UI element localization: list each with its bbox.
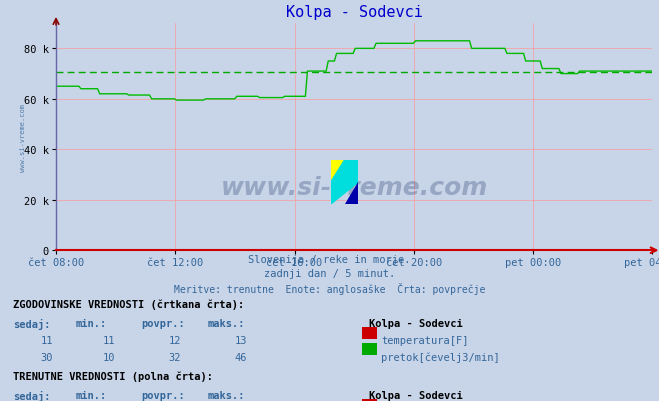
Text: 46: 46 <box>235 352 247 362</box>
Text: povpr.:: povpr.: <box>142 390 185 400</box>
Text: ZGODOVINSKE VREDNOSTI (črtkana črta):: ZGODOVINSKE VREDNOSTI (črtkana črta): <box>13 299 244 309</box>
Text: pretok[čevelj3/min]: pretok[čevelj3/min] <box>381 352 500 362</box>
Text: Slovenija / reke in morje.: Slovenija / reke in morje. <box>248 255 411 265</box>
Text: Kolpa - Sodevci: Kolpa - Sodevci <box>369 390 463 400</box>
Text: TRENUTNE VREDNOSTI (polna črta):: TRENUTNE VREDNOSTI (polna črta): <box>13 371 213 381</box>
Text: Meritve: trenutne  Enote: anglosaške  Črta: povprečje: Meritve: trenutne Enote: anglosaške Črta… <box>174 283 485 295</box>
Text: zadnji dan / 5 minut.: zadnji dan / 5 minut. <box>264 269 395 279</box>
Polygon shape <box>331 160 345 182</box>
Text: temperatura[F]: temperatura[F] <box>381 336 469 346</box>
Text: maks.:: maks.: <box>208 390 245 400</box>
Text: 12: 12 <box>169 336 181 346</box>
Polygon shape <box>345 182 358 205</box>
Text: 10: 10 <box>103 352 115 362</box>
Text: Kolpa - Sodevci: Kolpa - Sodevci <box>369 318 463 328</box>
Text: 11: 11 <box>103 336 115 346</box>
Text: 30: 30 <box>40 352 53 362</box>
Polygon shape <box>331 160 358 205</box>
Text: sedaj:: sedaj: <box>13 390 51 401</box>
Text: www.si-vreme.com: www.si-vreme.com <box>20 103 26 171</box>
Text: www.si-vreme.com: www.si-vreme.com <box>221 175 488 199</box>
Text: 11: 11 <box>40 336 53 346</box>
Text: min.:: min.: <box>76 390 107 400</box>
Text: 13: 13 <box>235 336 247 346</box>
Text: sedaj:: sedaj: <box>13 318 51 329</box>
Text: min.:: min.: <box>76 318 107 328</box>
Text: maks.:: maks.: <box>208 318 245 328</box>
Title: Kolpa - Sodevci: Kolpa - Sodevci <box>286 5 422 20</box>
Text: povpr.:: povpr.: <box>142 318 185 328</box>
Text: 32: 32 <box>169 352 181 362</box>
